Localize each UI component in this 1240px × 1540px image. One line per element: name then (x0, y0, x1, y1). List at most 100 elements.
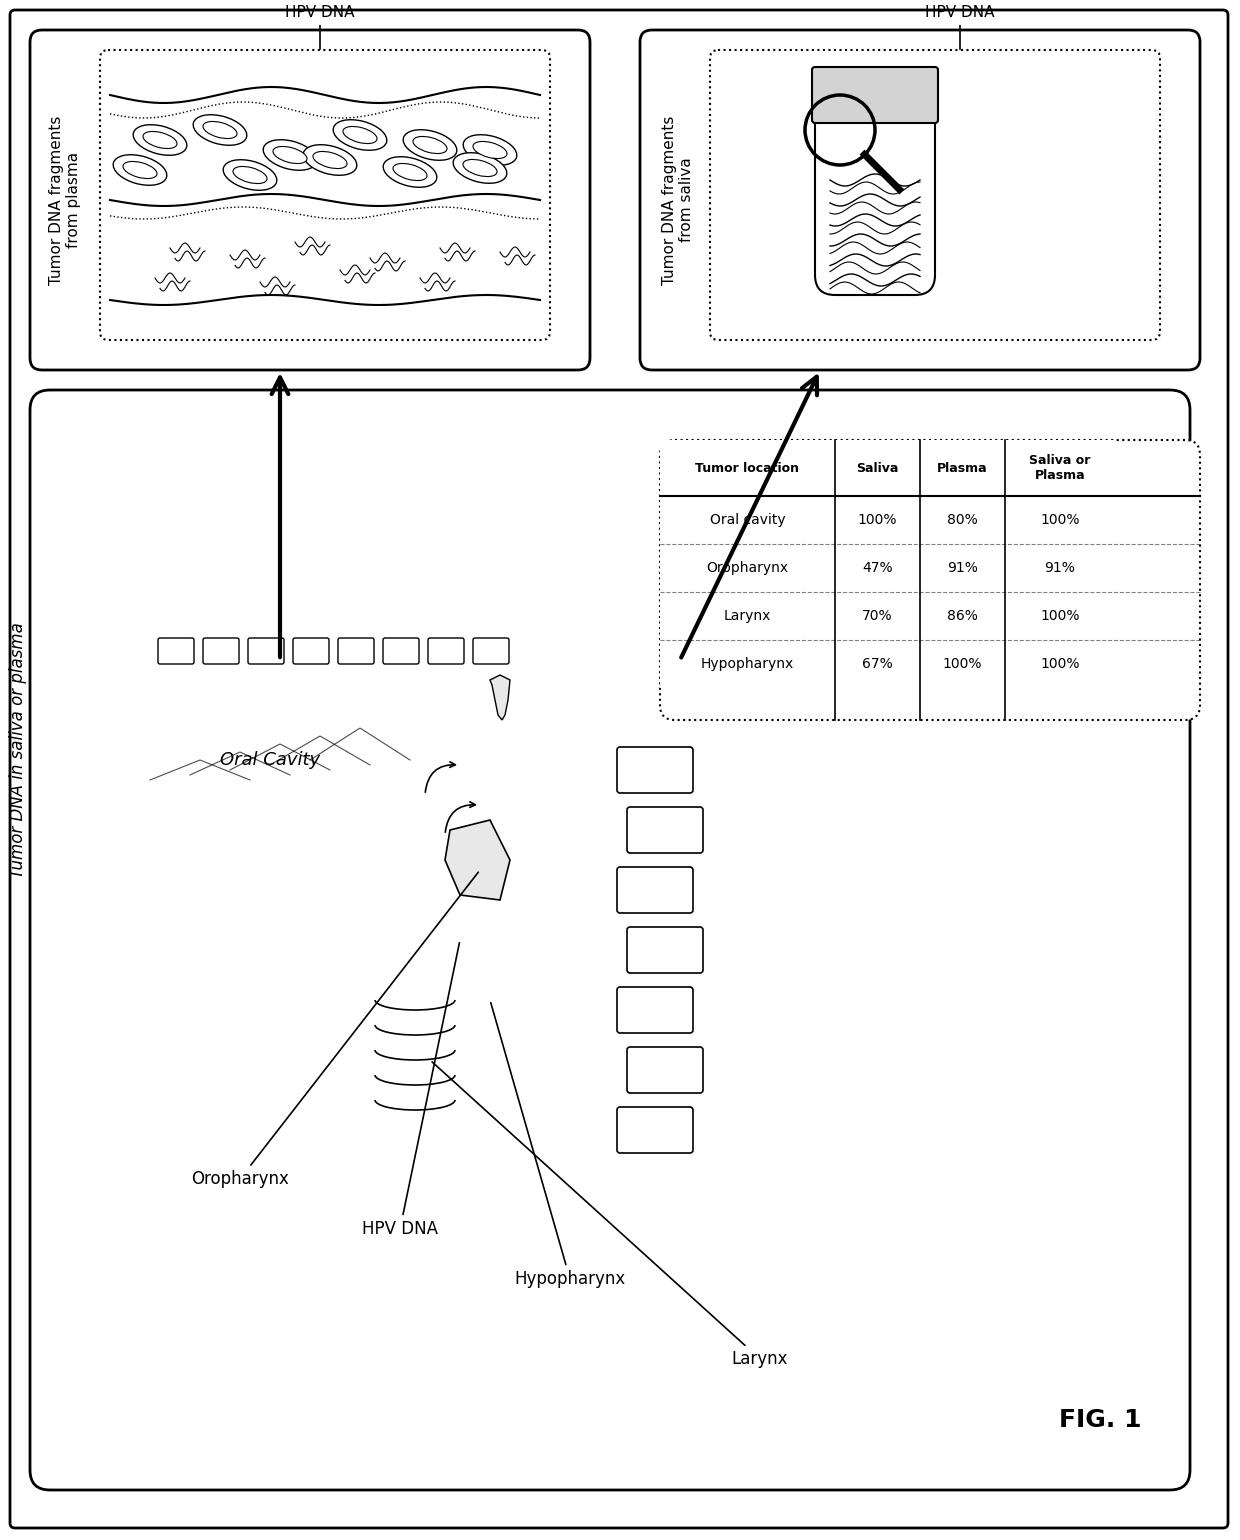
Ellipse shape (472, 142, 507, 159)
FancyBboxPatch shape (618, 1107, 693, 1153)
FancyBboxPatch shape (627, 927, 703, 973)
Text: Saliva: Saliva (857, 462, 899, 474)
Text: 67%: 67% (862, 658, 893, 671)
Ellipse shape (123, 162, 157, 179)
FancyBboxPatch shape (627, 1047, 703, 1093)
Bar (920, 591, 1004, 641)
Bar (660, 496, 835, 544)
Polygon shape (450, 681, 590, 919)
Text: Oropharynx: Oropharynx (707, 561, 789, 574)
FancyBboxPatch shape (640, 29, 1200, 370)
FancyBboxPatch shape (618, 867, 693, 913)
Ellipse shape (223, 160, 277, 191)
Text: Plasma: Plasma (937, 462, 988, 474)
Polygon shape (490, 675, 510, 721)
Text: 100%: 100% (1040, 513, 1080, 527)
Polygon shape (100, 554, 560, 701)
Bar (835, 591, 920, 641)
FancyBboxPatch shape (293, 638, 329, 664)
FancyBboxPatch shape (157, 638, 193, 664)
Ellipse shape (193, 114, 247, 145)
Ellipse shape (273, 146, 308, 163)
Ellipse shape (133, 125, 187, 156)
Ellipse shape (463, 160, 497, 177)
Text: Tumor DNA fragments
from plasma: Tumor DNA fragments from plasma (48, 116, 81, 285)
Bar (920, 496, 1004, 544)
Bar (920, 641, 1004, 688)
FancyBboxPatch shape (203, 638, 239, 664)
Text: FIG. 1: FIG. 1 (1059, 1408, 1141, 1432)
Text: 86%: 86% (947, 608, 978, 624)
Bar (835, 440, 920, 496)
FancyBboxPatch shape (618, 747, 693, 793)
Bar (660, 544, 835, 591)
Ellipse shape (233, 166, 267, 183)
Ellipse shape (304, 145, 357, 176)
FancyBboxPatch shape (711, 49, 1159, 340)
FancyBboxPatch shape (248, 638, 284, 664)
Text: Oral Cavity: Oral Cavity (219, 752, 320, 768)
Ellipse shape (203, 122, 237, 139)
Bar (1004, 641, 1115, 688)
Bar (835, 544, 920, 591)
Text: Oropharynx: Oropharynx (191, 872, 479, 1187)
Text: HPV DNA: HPV DNA (362, 942, 460, 1238)
Bar (660, 591, 835, 641)
Polygon shape (340, 899, 510, 1080)
Text: HPV DNA: HPV DNA (925, 5, 994, 49)
Bar (1004, 440, 1115, 496)
FancyBboxPatch shape (339, 638, 374, 664)
Text: HPV DNA: HPV DNA (285, 5, 355, 49)
Bar (835, 496, 920, 544)
Text: 91%: 91% (947, 561, 978, 574)
FancyBboxPatch shape (100, 49, 551, 340)
Ellipse shape (403, 129, 456, 160)
Polygon shape (551, 681, 701, 959)
Polygon shape (30, 799, 229, 1120)
FancyBboxPatch shape (30, 29, 590, 370)
FancyBboxPatch shape (815, 95, 935, 296)
FancyBboxPatch shape (660, 440, 1200, 721)
Text: Tumor DNA in saliva or plasma: Tumor DNA in saliva or plasma (9, 622, 27, 878)
Text: Larynx: Larynx (724, 608, 771, 624)
Text: Oral cavity: Oral cavity (709, 513, 785, 527)
Bar (1004, 591, 1115, 641)
Text: Hypopharynx: Hypopharynx (701, 658, 794, 671)
Text: 100%: 100% (858, 513, 898, 527)
FancyBboxPatch shape (30, 390, 1190, 1491)
Bar (660, 440, 835, 496)
Bar (920, 440, 1004, 496)
FancyBboxPatch shape (383, 638, 419, 664)
Text: Saliva or
Plasma: Saliva or Plasma (1029, 454, 1091, 482)
Ellipse shape (334, 120, 387, 151)
Text: Larynx: Larynx (432, 1063, 789, 1368)
Ellipse shape (383, 157, 436, 188)
Text: Tumor location: Tumor location (696, 462, 800, 474)
Text: 47%: 47% (862, 561, 893, 574)
Text: Hypopharynx: Hypopharynx (491, 1003, 626, 1287)
FancyBboxPatch shape (812, 68, 937, 123)
Ellipse shape (343, 126, 377, 143)
Text: 100%: 100% (942, 658, 982, 671)
FancyBboxPatch shape (472, 638, 508, 664)
Ellipse shape (143, 131, 177, 148)
Polygon shape (100, 665, 500, 845)
Bar (1004, 496, 1115, 544)
Ellipse shape (464, 134, 517, 165)
Text: 100%: 100% (1040, 608, 1080, 624)
Ellipse shape (113, 154, 167, 185)
Bar (1004, 544, 1115, 591)
FancyBboxPatch shape (618, 987, 693, 1033)
Bar (920, 544, 1004, 591)
Ellipse shape (263, 140, 316, 171)
Ellipse shape (312, 151, 347, 168)
Bar (660, 641, 835, 688)
Ellipse shape (393, 163, 427, 180)
FancyBboxPatch shape (428, 638, 464, 664)
Ellipse shape (453, 152, 507, 183)
FancyBboxPatch shape (627, 807, 703, 853)
Text: 91%: 91% (1044, 561, 1075, 574)
Text: 100%: 100% (1040, 658, 1080, 671)
Text: Tumor DNA fragments
from saliva: Tumor DNA fragments from saliva (662, 116, 694, 285)
Bar (835, 641, 920, 688)
